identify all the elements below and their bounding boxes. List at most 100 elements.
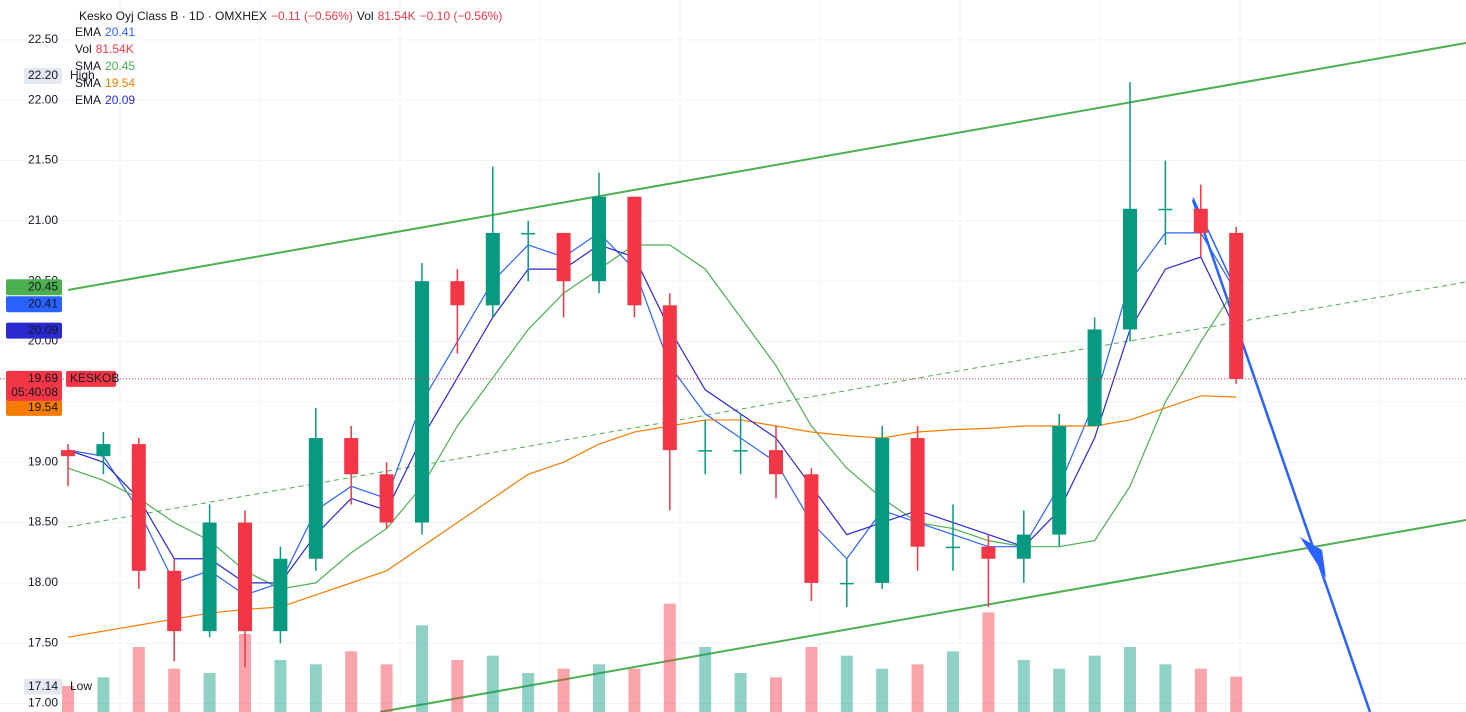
candle-body bbox=[167, 570, 182, 632]
volume-bar bbox=[1194, 668, 1207, 712]
legend-value: 20.41 bbox=[105, 25, 135, 39]
legend-value: 19.54 bbox=[105, 76, 135, 90]
volume-bar bbox=[522, 673, 535, 712]
price-badge-box bbox=[6, 370, 62, 401]
volume-bar bbox=[770, 677, 782, 712]
trend-line bbox=[379, 519, 1466, 712]
legend-value: 81.54K bbox=[96, 42, 134, 56]
volume-bar bbox=[1088, 655, 1101, 712]
trend-line bbox=[67, 42, 1466, 291]
candle-body bbox=[769, 450, 783, 475]
marker-box bbox=[24, 678, 62, 695]
volume-bar bbox=[309, 664, 322, 712]
volume-bar bbox=[876, 668, 889, 712]
candle-body bbox=[946, 546, 960, 549]
ma-line bbox=[67, 395, 1237, 638]
symbol-box bbox=[66, 370, 116, 387]
title: Kesko Oyj Class B · 1D · OMXHEX bbox=[79, 9, 267, 23]
volume-bar bbox=[734, 673, 747, 712]
candle-body bbox=[131, 444, 146, 571]
volume-bar bbox=[628, 668, 641, 712]
volume-name: Vol bbox=[357, 9, 374, 23]
series-badge-box bbox=[6, 399, 62, 416]
volume-bar bbox=[557, 668, 570, 712]
volume-value: 81.54K bbox=[378, 9, 416, 23]
volume-bar bbox=[416, 625, 428, 712]
ma-line bbox=[67, 244, 1237, 590]
volume-bar bbox=[1230, 676, 1243, 712]
volume-bar bbox=[947, 651, 959, 712]
series-badge: 20.41 bbox=[28, 296, 58, 310]
symbol: KESKOB bbox=[70, 371, 119, 385]
marker-label: 17.14 bbox=[28, 679, 58, 693]
volume-bar bbox=[982, 612, 995, 712]
volume-bar bbox=[97, 677, 110, 712]
marker-text: Low bbox=[70, 679, 92, 693]
legend-entry: EMA 20.41 bbox=[75, 25, 135, 39]
volume-change: −0.10 (−0.56%) bbox=[420, 9, 503, 23]
candle-body bbox=[627, 196, 642, 306]
volume-bar bbox=[840, 655, 853, 712]
legend-name: EMA bbox=[75, 25, 101, 39]
y-tick-label: 19.00 bbox=[28, 454, 58, 468]
candle-body bbox=[485, 232, 500, 306]
volume-bar bbox=[274, 660, 287, 712]
volume-bar bbox=[911, 664, 924, 712]
candle-body bbox=[415, 281, 429, 523]
volume-bar bbox=[1017, 660, 1030, 712]
ma-line bbox=[67, 244, 1237, 584]
candle-body bbox=[61, 450, 75, 457]
candle-body bbox=[1229, 232, 1244, 379]
candle-body bbox=[910, 438, 925, 547]
candle-body bbox=[839, 582, 854, 585]
candle-body bbox=[238, 522, 252, 632]
y-tick-label: 21.00 bbox=[28, 213, 58, 227]
legend-name: SMA bbox=[75, 76, 101, 90]
legend-name: EMA bbox=[75, 93, 101, 107]
candle-body bbox=[308, 438, 323, 559]
legend-name: Vol bbox=[75, 42, 92, 56]
candle-body bbox=[1193, 208, 1208, 233]
series-badge: 20.45 bbox=[28, 279, 58, 293]
y-tick-label: 22.50 bbox=[28, 32, 58, 46]
volume-bar bbox=[132, 647, 145, 712]
candle-body bbox=[96, 444, 111, 457]
volume-bar bbox=[203, 673, 216, 712]
legend-entry: Vol 81.54K bbox=[75, 42, 134, 56]
candle-body bbox=[1087, 329, 1102, 426]
y-tick-label: 17.50 bbox=[28, 635, 58, 649]
candle-body bbox=[521, 232, 536, 235]
candle-body bbox=[273, 558, 288, 632]
y-tick-label: 18.50 bbox=[28, 515, 58, 529]
price-badge: 19.69 bbox=[28, 371, 58, 385]
candle-body bbox=[804, 474, 819, 583]
candle-body bbox=[981, 546, 996, 559]
candle-body bbox=[450, 281, 465, 306]
volume-bar bbox=[451, 660, 464, 712]
y-tick-label: 22.00 bbox=[28, 92, 58, 106]
marker-label: 22.20 bbox=[28, 68, 58, 82]
header: Kesko Oyj Class B · 1D · OMXHEX −0.11 (−0… bbox=[79, 9, 502, 23]
series-badge-box bbox=[6, 322, 62, 339]
volume-bar bbox=[663, 603, 676, 712]
legend-entry: SMA 20.45 bbox=[75, 59, 135, 73]
arrow-head bbox=[1300, 537, 1326, 578]
legend-value: 20.45 bbox=[105, 59, 135, 73]
series-badge-box bbox=[6, 296, 62, 313]
candle-body bbox=[1158, 208, 1173, 211]
volume-bar bbox=[380, 664, 393, 712]
legend-entry: EMA 20.09 bbox=[75, 93, 135, 107]
candle-body bbox=[344, 438, 359, 475]
candle-body bbox=[556, 232, 571, 282]
legend-entry: SMA 19.54 bbox=[75, 76, 135, 90]
candle-body bbox=[592, 196, 606, 282]
y-tick-label: 17.00 bbox=[28, 696, 58, 710]
countdown: 05:40:08 bbox=[11, 385, 58, 399]
marker-text: High bbox=[70, 68, 95, 82]
volume-bar bbox=[345, 651, 358, 712]
volume-bar bbox=[486, 655, 499, 712]
volume-bar bbox=[62, 686, 74, 712]
legend-value: 20.09 bbox=[105, 93, 135, 107]
volume-bar bbox=[1159, 664, 1172, 712]
